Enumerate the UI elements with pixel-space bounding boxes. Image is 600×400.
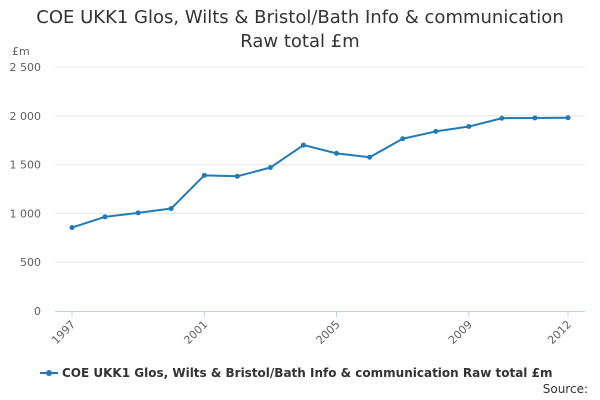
- chart-title-line2: Raw total £m: [240, 31, 360, 52]
- data-point: [433, 128, 439, 134]
- y-tick-label: 1 000: [10, 207, 42, 220]
- data-point: [69, 225, 75, 231]
- data-point: [135, 210, 141, 216]
- x-tick-label: 2001: [181, 318, 210, 347]
- data-point: [300, 142, 306, 148]
- data-point: [532, 115, 538, 121]
- data-point: [102, 214, 108, 220]
- data-point: [499, 115, 505, 121]
- legend[interactable]: COE UKK1 Glos, Wilts & Bristol/Bath Info…: [40, 366, 552, 380]
- data-point: [234, 173, 240, 179]
- data-point: [267, 165, 273, 171]
- y-tick-label: 0: [34, 305, 41, 318]
- legend-swatch-icon: [40, 368, 58, 378]
- x-tick-label: 2009: [446, 318, 475, 347]
- chart-title: COE UKK1 Glos, Wilts & Bristol/Bath Info…: [0, 6, 600, 54]
- y-tick-label: 1 500: [10, 159, 42, 172]
- chart-title-line1: COE UKK1 Glos, Wilts & Bristol/Bath Info…: [36, 7, 564, 28]
- y-tick-label: 2 000: [10, 110, 42, 123]
- source-label: Source:: [542, 382, 588, 396]
- data-point: [201, 172, 207, 178]
- data-point: [565, 115, 571, 121]
- x-tick-label: 1997: [49, 318, 78, 347]
- data-point: [168, 206, 174, 212]
- y-axis-unit: £m: [12, 45, 30, 58]
- series-line: [71, 116, 569, 229]
- y-tick-label: 2 500: [10, 61, 42, 74]
- data-point: [466, 124, 472, 130]
- data-point: [400, 136, 406, 142]
- data-point: [367, 154, 373, 160]
- x-tick-label: 2005: [314, 318, 343, 347]
- x-tick-label: 2012: [545, 318, 574, 347]
- y-tick-label: 500: [20, 256, 41, 269]
- data-point: [334, 150, 340, 156]
- legend-label: COE UKK1 Glos, Wilts & Bristol/Bath Info…: [62, 366, 553, 380]
